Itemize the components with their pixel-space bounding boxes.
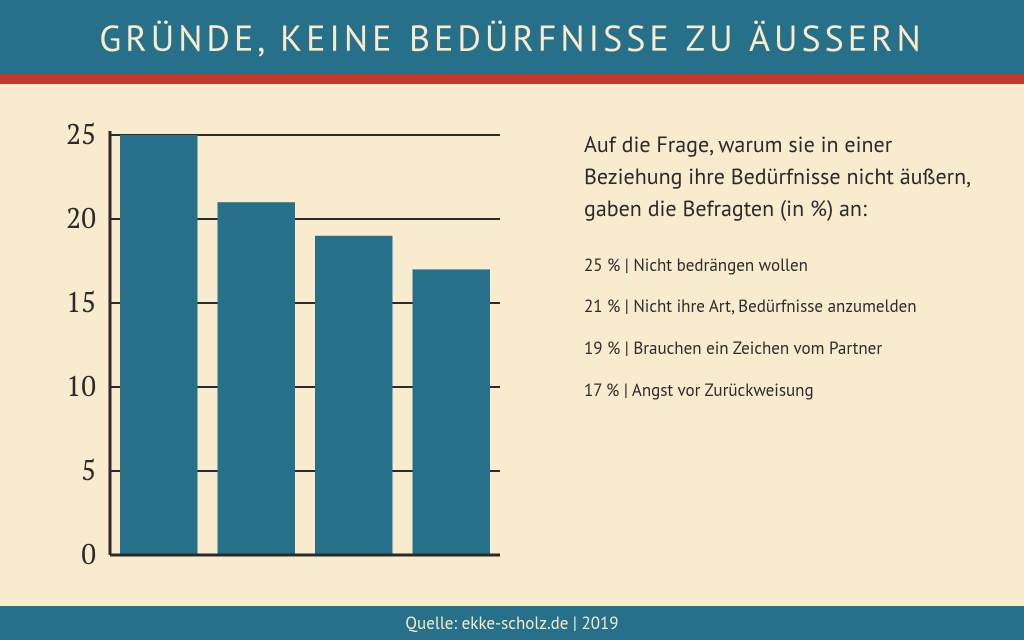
legend-item: 19 % | Brauchen ein Zeichen vom Partner — [584, 337, 980, 361]
bar — [218, 202, 296, 555]
legend-item: 25 % | Nicht bedrängen wollen — [584, 254, 980, 278]
bar — [120, 135, 198, 555]
main-content: 0 5 10 15 20 25 Auf die Frage, warum sie in e… — [0, 84, 1024, 606]
bar-chart-svg: 0 5 10 15 20 25 — [44, 120, 524, 582]
legend-item: 17 % | Angst vor Zurückweisung — [584, 379, 980, 403]
legend-list: 25 % | Nicht bedrängen wollen 21 % | Nich… — [584, 254, 980, 403]
intro-text: Auf die Frage, warum sie in einer Bezieh… — [584, 130, 980, 226]
header-bar: GRÜNDE, KEINE BEDÜRFNISSE ZU ÄUSSERN — [0, 0, 1024, 74]
legend-item: 21 % | Nicht ihre Art, Bedürfnisse anzum… — [584, 295, 980, 319]
accent-bar — [0, 74, 1024, 84]
y-tick-label: 0 — [81, 536, 96, 573]
y-tick-label: 5 — [81, 452, 96, 489]
y-tick-label: 20 — [66, 200, 96, 237]
y-tick-label: 15 — [66, 284, 96, 321]
text-panel: Auf die Frage, warum sie in einer Bezieh… — [524, 120, 980, 582]
page-title: GRÜNDE, KEINE BEDÜRFNISSE ZU ÄUSSERN — [99, 14, 924, 61]
y-tick-label: 25 — [66, 120, 96, 153]
y-tick-label: 10 — [66, 368, 96, 405]
footer-bar: Quelle: ekke-scholz.de | 2019 — [0, 606, 1024, 640]
bar — [413, 269, 491, 555]
footer-text: Quelle: ekke-scholz.de | 2019 — [405, 612, 618, 634]
bar-chart: 0 5 10 15 20 25 — [44, 120, 524, 582]
bar — [315, 236, 393, 555]
